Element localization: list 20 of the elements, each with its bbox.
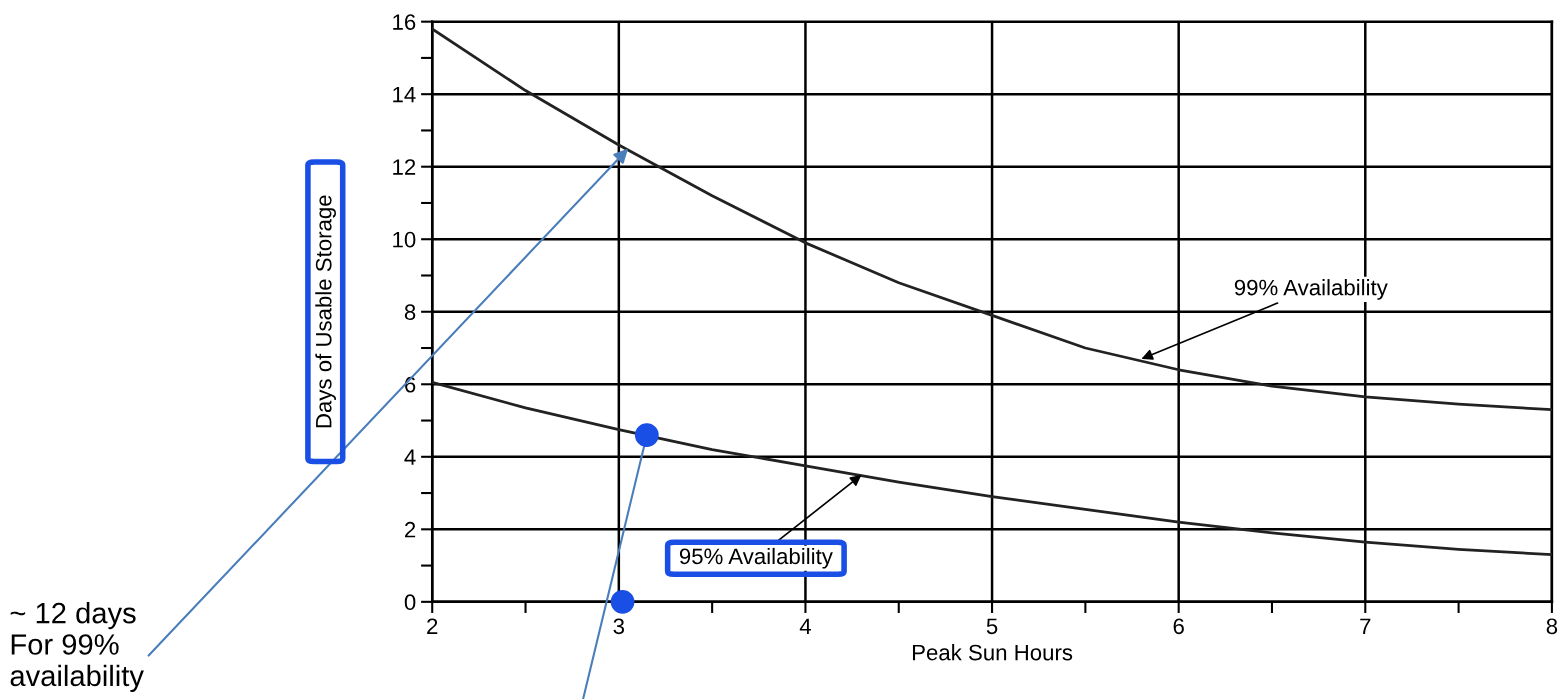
x-tick-label: 8 <box>1546 618 1558 635</box>
x-tick-label: 4 <box>799 618 811 634</box>
y-tick-label: 16 <box>393 14 416 30</box>
y-tick-label: 12 <box>393 159 416 175</box>
y-tick-label: 10 <box>393 231 416 248</box>
x-axis-title: Peak Sun Hours <box>912 644 1073 661</box>
x-tick-label: 5 <box>986 618 998 635</box>
annotation: 99% Availability <box>1234 279 1388 300</box>
x-tick-label: 3 <box>613 618 625 635</box>
annotation: ~ 12 days For 99% availability <box>10 601 144 693</box>
y-tick-label: 14 <box>393 86 416 103</box>
y-axis-title: Days of Usable Storage <box>315 195 336 428</box>
x-tick-label: 6 <box>1173 618 1184 635</box>
y-tick-label: 4 <box>404 449 416 465</box>
y-tick-label: 8 <box>404 304 416 321</box>
y-tick-label: 0 <box>404 594 416 611</box>
y-tick-label: 2 <box>405 521 416 538</box>
annotation: 95% Availability <box>679 547 833 569</box>
x-tick-label: 2 <box>427 618 438 634</box>
x-tick-label: 7 <box>1360 618 1371 634</box>
